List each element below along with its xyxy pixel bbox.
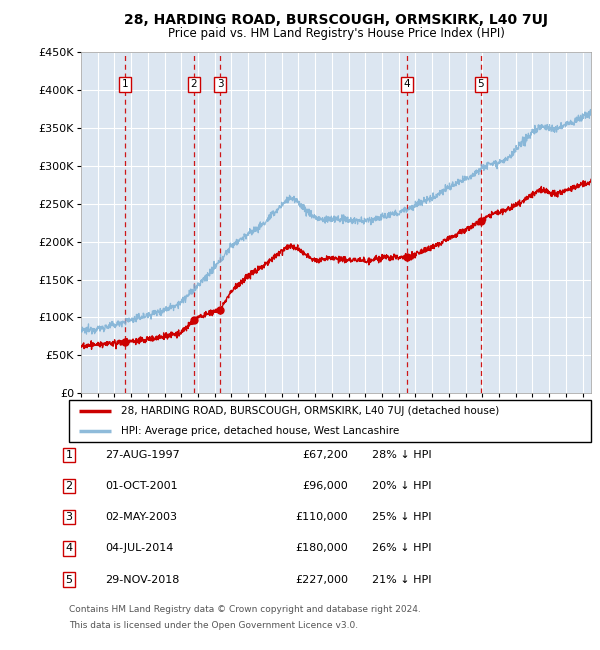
Text: This data is licensed under the Open Government Licence v3.0.: This data is licensed under the Open Gov…: [69, 621, 358, 630]
Text: 21% ↓ HPI: 21% ↓ HPI: [372, 575, 431, 584]
Text: £227,000: £227,000: [295, 575, 348, 584]
Text: 1: 1: [122, 79, 128, 90]
Text: 02-MAY-2003: 02-MAY-2003: [105, 512, 177, 522]
Text: 28, HARDING ROAD, BURSCOUGH, ORMSKIRK, L40 7UJ (detached house): 28, HARDING ROAD, BURSCOUGH, ORMSKIRK, L…: [121, 406, 499, 416]
Text: 5: 5: [478, 79, 484, 90]
Text: 3: 3: [65, 512, 73, 522]
Text: 20% ↓ HPI: 20% ↓ HPI: [372, 481, 431, 491]
Text: 04-JUL-2014: 04-JUL-2014: [105, 543, 173, 553]
Text: 3: 3: [217, 79, 224, 90]
Text: £180,000: £180,000: [295, 543, 348, 553]
Text: 25% ↓ HPI: 25% ↓ HPI: [372, 512, 431, 522]
Text: 28% ↓ HPI: 28% ↓ HPI: [372, 450, 431, 460]
Text: 2: 2: [65, 481, 73, 491]
Text: 4: 4: [65, 543, 73, 553]
Text: 01-OCT-2001: 01-OCT-2001: [105, 481, 178, 491]
Text: 26% ↓ HPI: 26% ↓ HPI: [372, 543, 431, 553]
Text: £96,000: £96,000: [302, 481, 348, 491]
Text: Contains HM Land Registry data © Crown copyright and database right 2024.: Contains HM Land Registry data © Crown c…: [69, 605, 421, 614]
Text: HPI: Average price, detached house, West Lancashire: HPI: Average price, detached house, West…: [121, 426, 400, 436]
Text: £110,000: £110,000: [295, 512, 348, 522]
Text: 1: 1: [65, 450, 73, 460]
Text: 27-AUG-1997: 27-AUG-1997: [105, 450, 180, 460]
FancyBboxPatch shape: [69, 400, 591, 442]
Text: 4: 4: [404, 79, 410, 90]
Text: £67,200: £67,200: [302, 450, 348, 460]
Text: 29-NOV-2018: 29-NOV-2018: [105, 575, 179, 584]
Text: Price paid vs. HM Land Registry's House Price Index (HPI): Price paid vs. HM Land Registry's House …: [167, 27, 505, 40]
Text: 28, HARDING ROAD, BURSCOUGH, ORMSKIRK, L40 7UJ: 28, HARDING ROAD, BURSCOUGH, ORMSKIRK, L…: [124, 13, 548, 27]
Text: 5: 5: [65, 575, 73, 584]
Text: 2: 2: [191, 79, 197, 90]
